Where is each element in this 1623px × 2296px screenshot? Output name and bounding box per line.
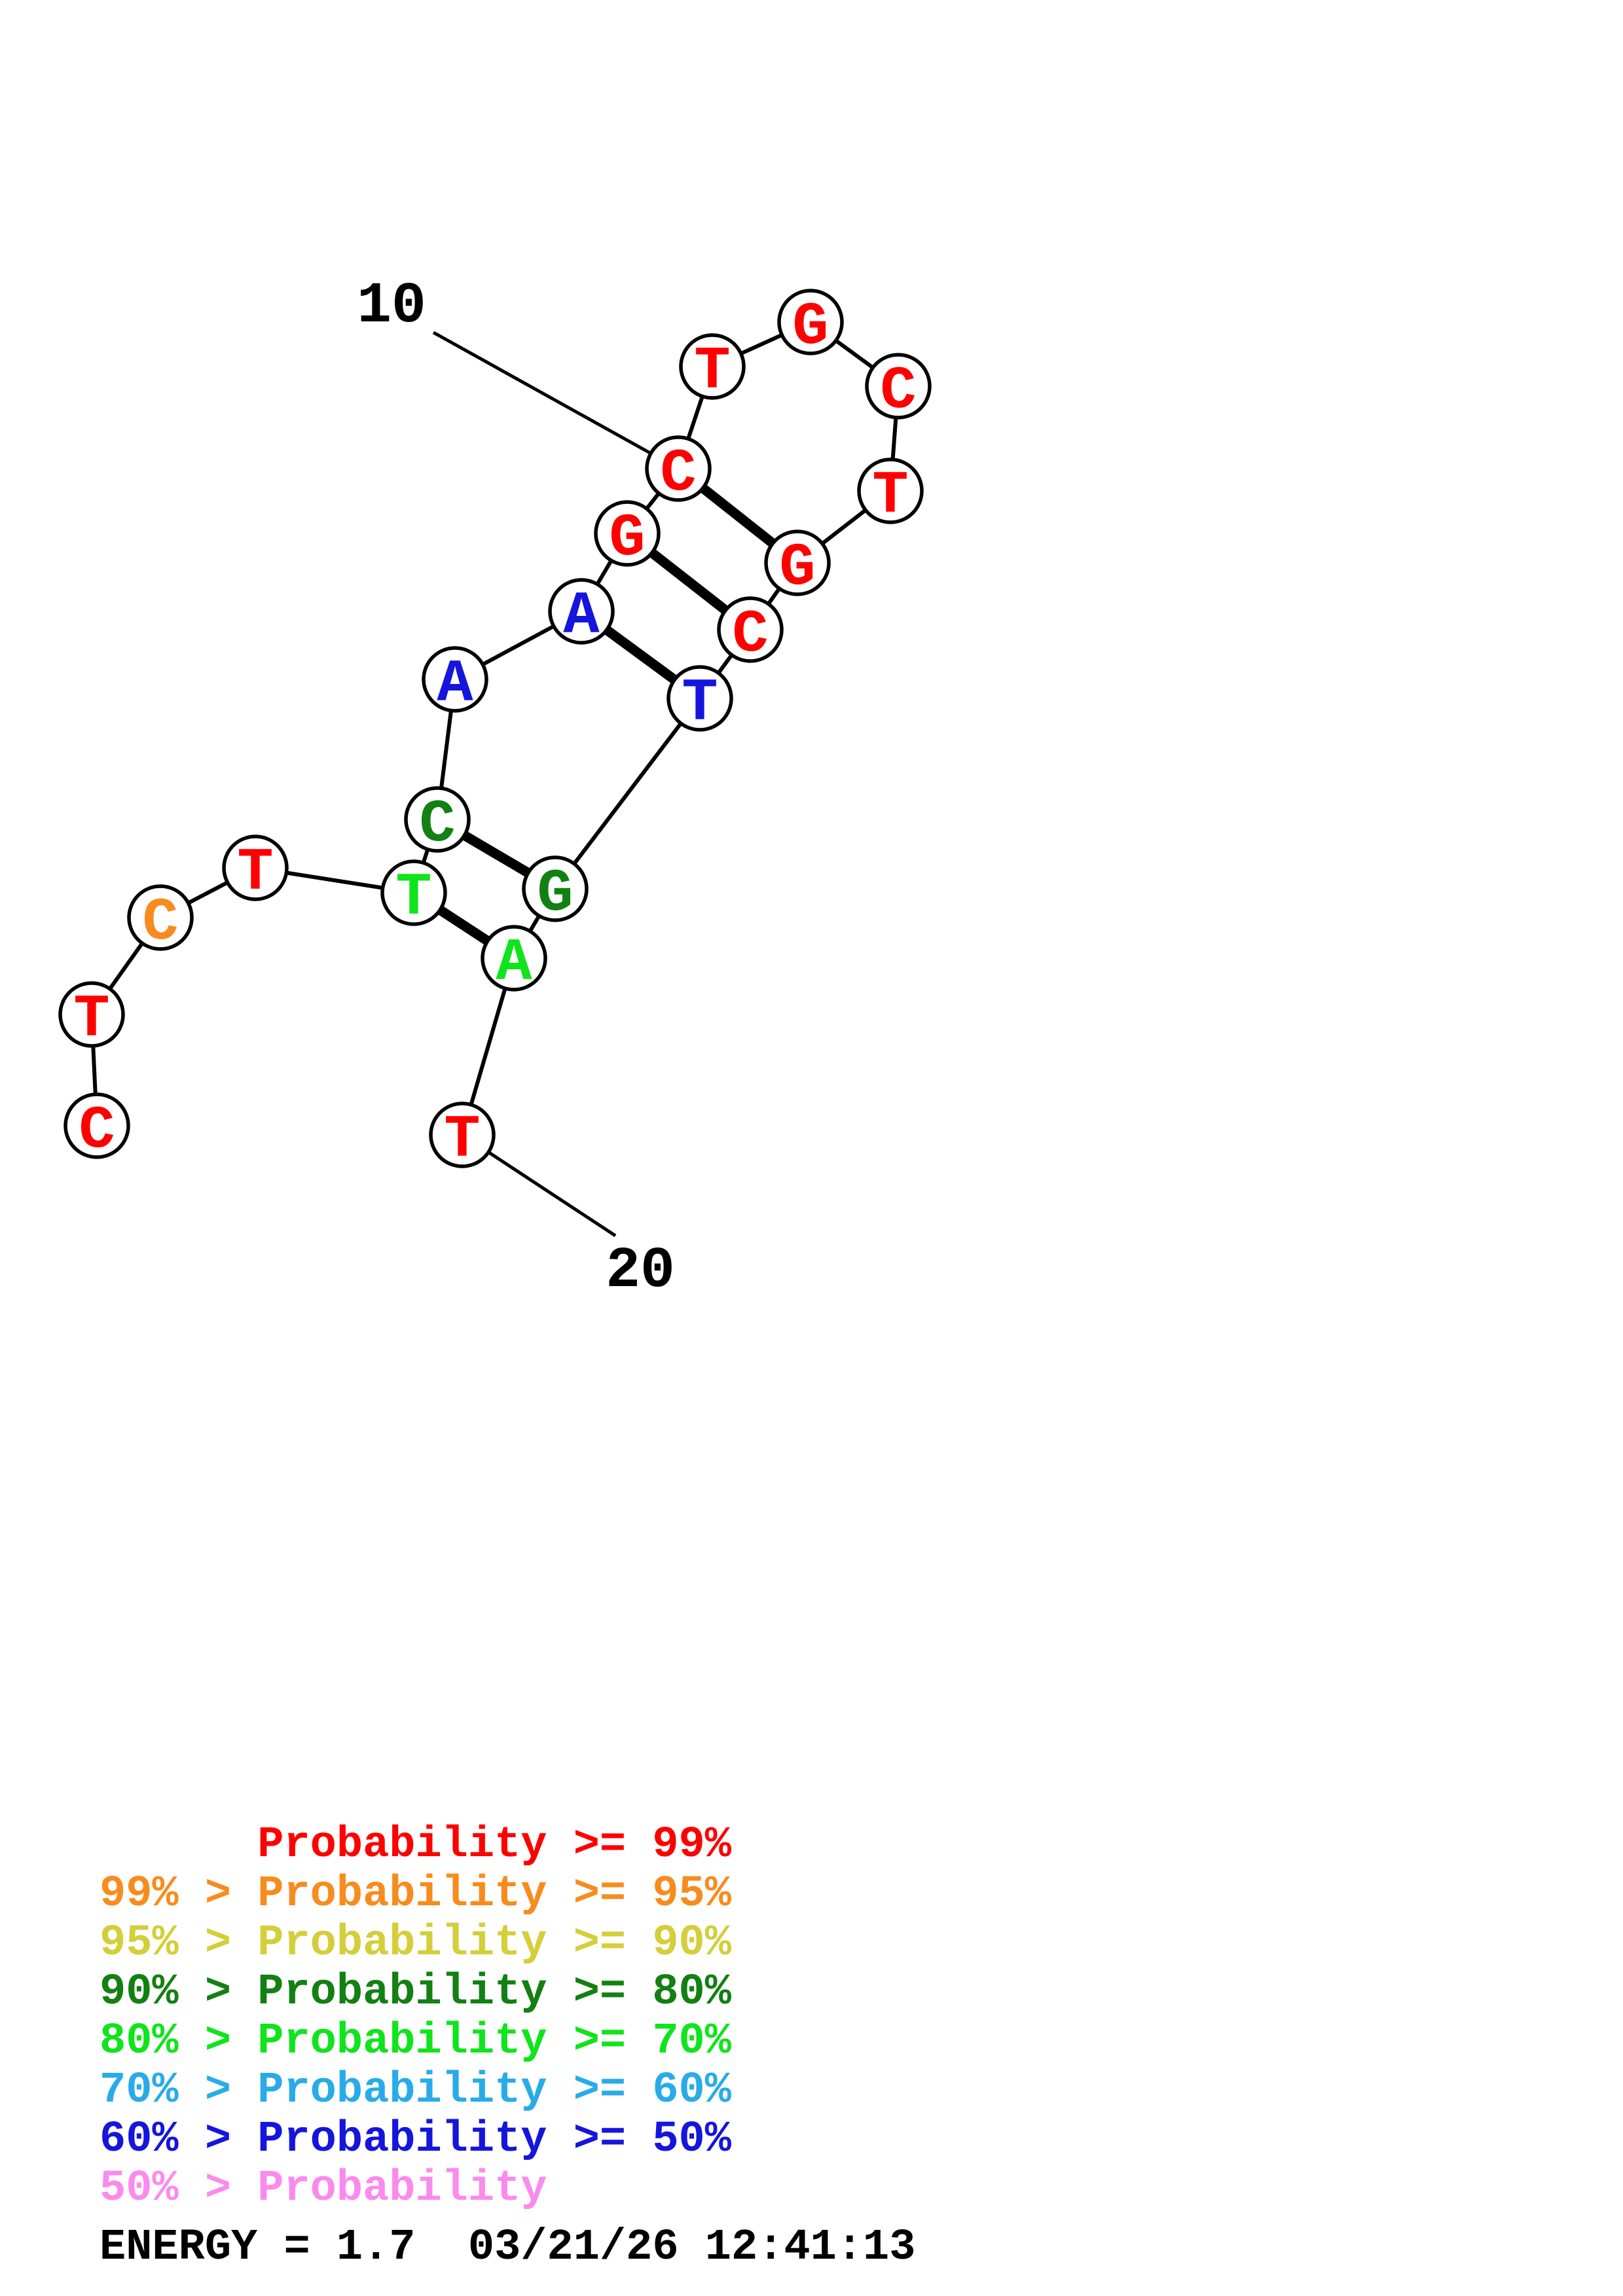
nucleotide-letter-20: T [444,1105,480,1174]
backbone-bond [553,697,702,890]
nucleotide-circle-20 [429,1102,496,1168]
sequence-number-labels: 10 20 [357,274,675,1304]
nucleotide-circle-14 [857,457,924,524]
nucleotide-letter-7: A [437,650,473,719]
nucleotide-letter-12: G [792,293,828,361]
nucleotide-letter-14: T [872,461,908,530]
nucleotide-letter-4: T [237,838,273,907]
nucleotide-circle-4 [222,834,289,901]
legend-row-2: 99% > Probability >= 95% [100,1869,731,1919]
legend-row-5: 80% > Probability >= 70% [100,2017,731,2066]
nucleotide-letter-9: G [609,504,645,573]
nucleotide-circle-6 [404,786,471,853]
nucleotide-circle-11 [679,333,746,400]
nucleotide-circle-13 [865,353,932,420]
legend-row-8: 50% > Probability [100,2164,547,2214]
leader-line [432,331,680,471]
nucleotide-circle-1 [64,1092,130,1159]
nucleotide-letter-18: G [537,859,573,928]
backbone-bonds [90,320,900,1136]
legend-row-6: 70% > Probability >= 60% [100,2066,731,2115]
nucleotide-circle-15 [764,529,831,596]
sequence-number-label-20: 20 [606,1239,675,1304]
nucleotide-letter-11: T [694,337,730,406]
probability-legend: Probability >= 99% 99% > Probability >= 9… [100,1821,731,2214]
nucleotide-circle-8 [548,578,615,645]
nucleotide-letter-17: T [682,669,718,738]
nucleotide-letter-15: G [779,533,815,602]
nucleotide-circle-16 [717,596,784,663]
nucleotide-circle-12 [777,289,844,355]
nucleotide-circle-9 [594,500,661,567]
nucleotide-letter-5: T [395,863,431,932]
nucleotide-circle-3 [127,884,194,951]
label-leader-lines [432,331,680,1238]
nucleotide-letter-6: C [419,790,455,859]
nucleotide-circle-19 [481,925,547,992]
nucleotide-letter-13: C [880,357,916,425]
nucleotide-letter-10: C [660,439,696,508]
nucleotide-letter-19: A [496,929,532,997]
sequence-number-label-10: 10 [357,274,426,339]
nucleotide-circle-2 [58,981,125,1048]
legend-row-4: 90% > Probability >= 80% [100,1967,731,2017]
nucleotide-circle-7 [422,646,488,713]
legend-row-3: 95% > Probability >= 90% [100,1918,731,1968]
nucleotide-letter-2: T [73,985,109,1054]
nucleotide-letter-16: C [732,600,768,669]
nucleotide-circle-18 [522,855,589,922]
nucleotide-letter-3: C [142,888,178,957]
nucleotide-letter-1: C [79,1096,115,1165]
nucleotide-circle-5 [380,859,447,926]
nucleotide-circle-17 [666,665,733,732]
legend-row-1: Probability >= 99% [100,1820,731,1870]
legend-row-7: 60% > Probability >= 50% [100,2115,731,2164]
nucleotide-circle-10 [645,435,712,502]
nucleotide-letter-8: A [563,582,600,651]
energy-caption: ENERGY = 1.7 03/21/26 12:41:13 [100,2223,916,2272]
